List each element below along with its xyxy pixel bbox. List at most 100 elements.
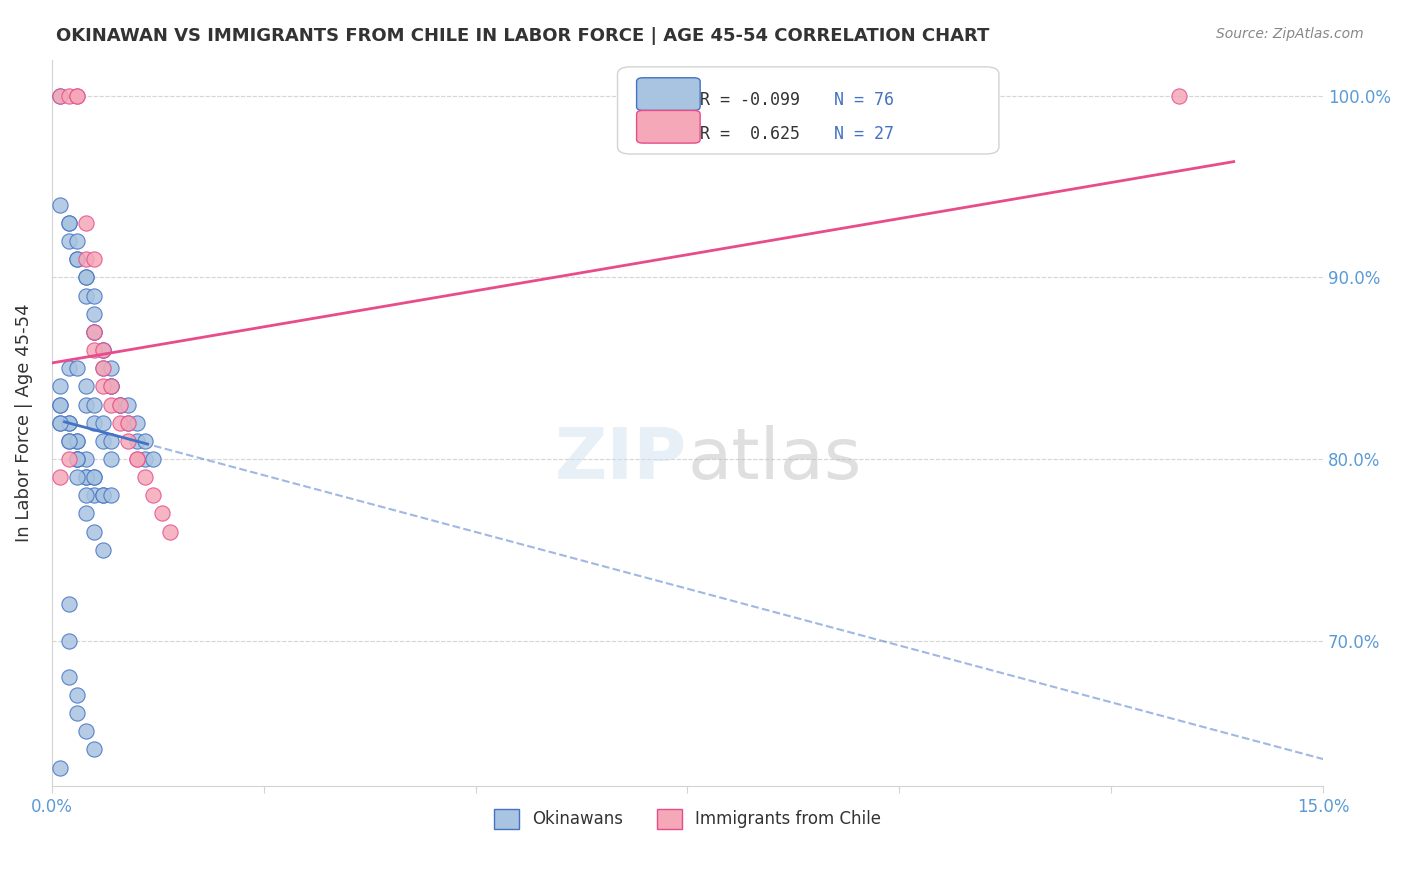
Point xyxy=(83,470,105,484)
Point xyxy=(100,379,122,393)
Point xyxy=(83,307,105,321)
Point xyxy=(58,633,80,648)
Point xyxy=(49,761,72,775)
Point xyxy=(66,252,89,267)
Point xyxy=(83,488,105,502)
Point xyxy=(75,470,97,484)
Point xyxy=(1168,89,1191,103)
Legend: Okinawans, Immigrants from Chile: Okinawans, Immigrants from Chile xyxy=(488,802,887,836)
Point xyxy=(75,398,97,412)
Point xyxy=(58,434,80,448)
Point xyxy=(66,452,89,467)
Point xyxy=(91,379,114,393)
Point xyxy=(66,361,89,376)
Point xyxy=(100,361,122,376)
Point xyxy=(117,416,139,430)
Point xyxy=(58,89,80,103)
Point xyxy=(49,470,72,484)
Point xyxy=(100,434,122,448)
Point xyxy=(49,416,72,430)
Point xyxy=(108,398,131,412)
Point xyxy=(49,379,72,393)
Point xyxy=(75,488,97,502)
Point xyxy=(134,452,156,467)
Point xyxy=(100,379,122,393)
Point xyxy=(108,416,131,430)
Point xyxy=(108,398,131,412)
Text: atlas: atlas xyxy=(688,425,862,493)
Point xyxy=(83,325,105,339)
Text: N = 27: N = 27 xyxy=(834,125,894,143)
Point xyxy=(91,434,114,448)
Point xyxy=(75,288,97,302)
Point xyxy=(66,434,89,448)
Point xyxy=(91,343,114,357)
Point xyxy=(49,416,72,430)
Point xyxy=(91,416,114,430)
Point xyxy=(58,452,80,467)
Point xyxy=(100,488,122,502)
Point xyxy=(142,452,165,467)
Point xyxy=(66,706,89,721)
Point xyxy=(66,434,89,448)
Point xyxy=(91,488,114,502)
Text: OKINAWAN VS IMMIGRANTS FROM CHILE IN LABOR FORCE | AGE 45-54 CORRELATION CHART: OKINAWAN VS IMMIGRANTS FROM CHILE IN LAB… xyxy=(56,27,990,45)
Point xyxy=(100,398,122,412)
Point xyxy=(66,252,89,267)
Point xyxy=(58,670,80,684)
Point xyxy=(83,325,105,339)
Point xyxy=(66,470,89,484)
Point xyxy=(83,325,105,339)
FancyBboxPatch shape xyxy=(637,111,700,143)
Text: Source: ZipAtlas.com: Source: ZipAtlas.com xyxy=(1216,27,1364,41)
Point xyxy=(125,434,148,448)
Point xyxy=(83,742,105,756)
Point xyxy=(100,379,122,393)
Point xyxy=(75,270,97,285)
Point xyxy=(49,398,72,412)
Text: R =  0.625: R = 0.625 xyxy=(700,125,800,143)
Point xyxy=(49,198,72,212)
Point xyxy=(117,416,139,430)
Point xyxy=(58,416,80,430)
Point xyxy=(49,89,72,103)
Point xyxy=(66,89,89,103)
Point xyxy=(83,398,105,412)
Point xyxy=(49,398,72,412)
Point xyxy=(58,234,80,248)
Point xyxy=(117,434,139,448)
Point xyxy=(134,434,156,448)
Point xyxy=(125,452,148,467)
Point xyxy=(83,470,105,484)
FancyBboxPatch shape xyxy=(637,78,700,111)
Point xyxy=(91,361,114,376)
FancyBboxPatch shape xyxy=(617,67,998,154)
Y-axis label: In Labor Force | Age 45-54: In Labor Force | Age 45-54 xyxy=(15,303,32,542)
Point xyxy=(83,524,105,539)
Point xyxy=(66,89,89,103)
Point xyxy=(58,416,80,430)
Point xyxy=(83,343,105,357)
Point xyxy=(83,288,105,302)
Point xyxy=(58,216,80,230)
Point xyxy=(75,724,97,739)
Point xyxy=(75,470,97,484)
Point xyxy=(49,89,72,103)
Point xyxy=(91,343,114,357)
Text: N = 76: N = 76 xyxy=(834,91,894,109)
Point xyxy=(125,452,148,467)
Point xyxy=(108,398,131,412)
Point xyxy=(75,507,97,521)
Point xyxy=(150,507,173,521)
Point xyxy=(75,270,97,285)
Point xyxy=(58,361,80,376)
Text: R = -0.099: R = -0.099 xyxy=(700,91,800,109)
Point xyxy=(58,216,80,230)
Point xyxy=(75,252,97,267)
Point xyxy=(117,398,139,412)
Point xyxy=(91,542,114,557)
Point xyxy=(58,434,80,448)
Point xyxy=(142,488,165,502)
Point xyxy=(75,452,97,467)
Point xyxy=(91,343,114,357)
